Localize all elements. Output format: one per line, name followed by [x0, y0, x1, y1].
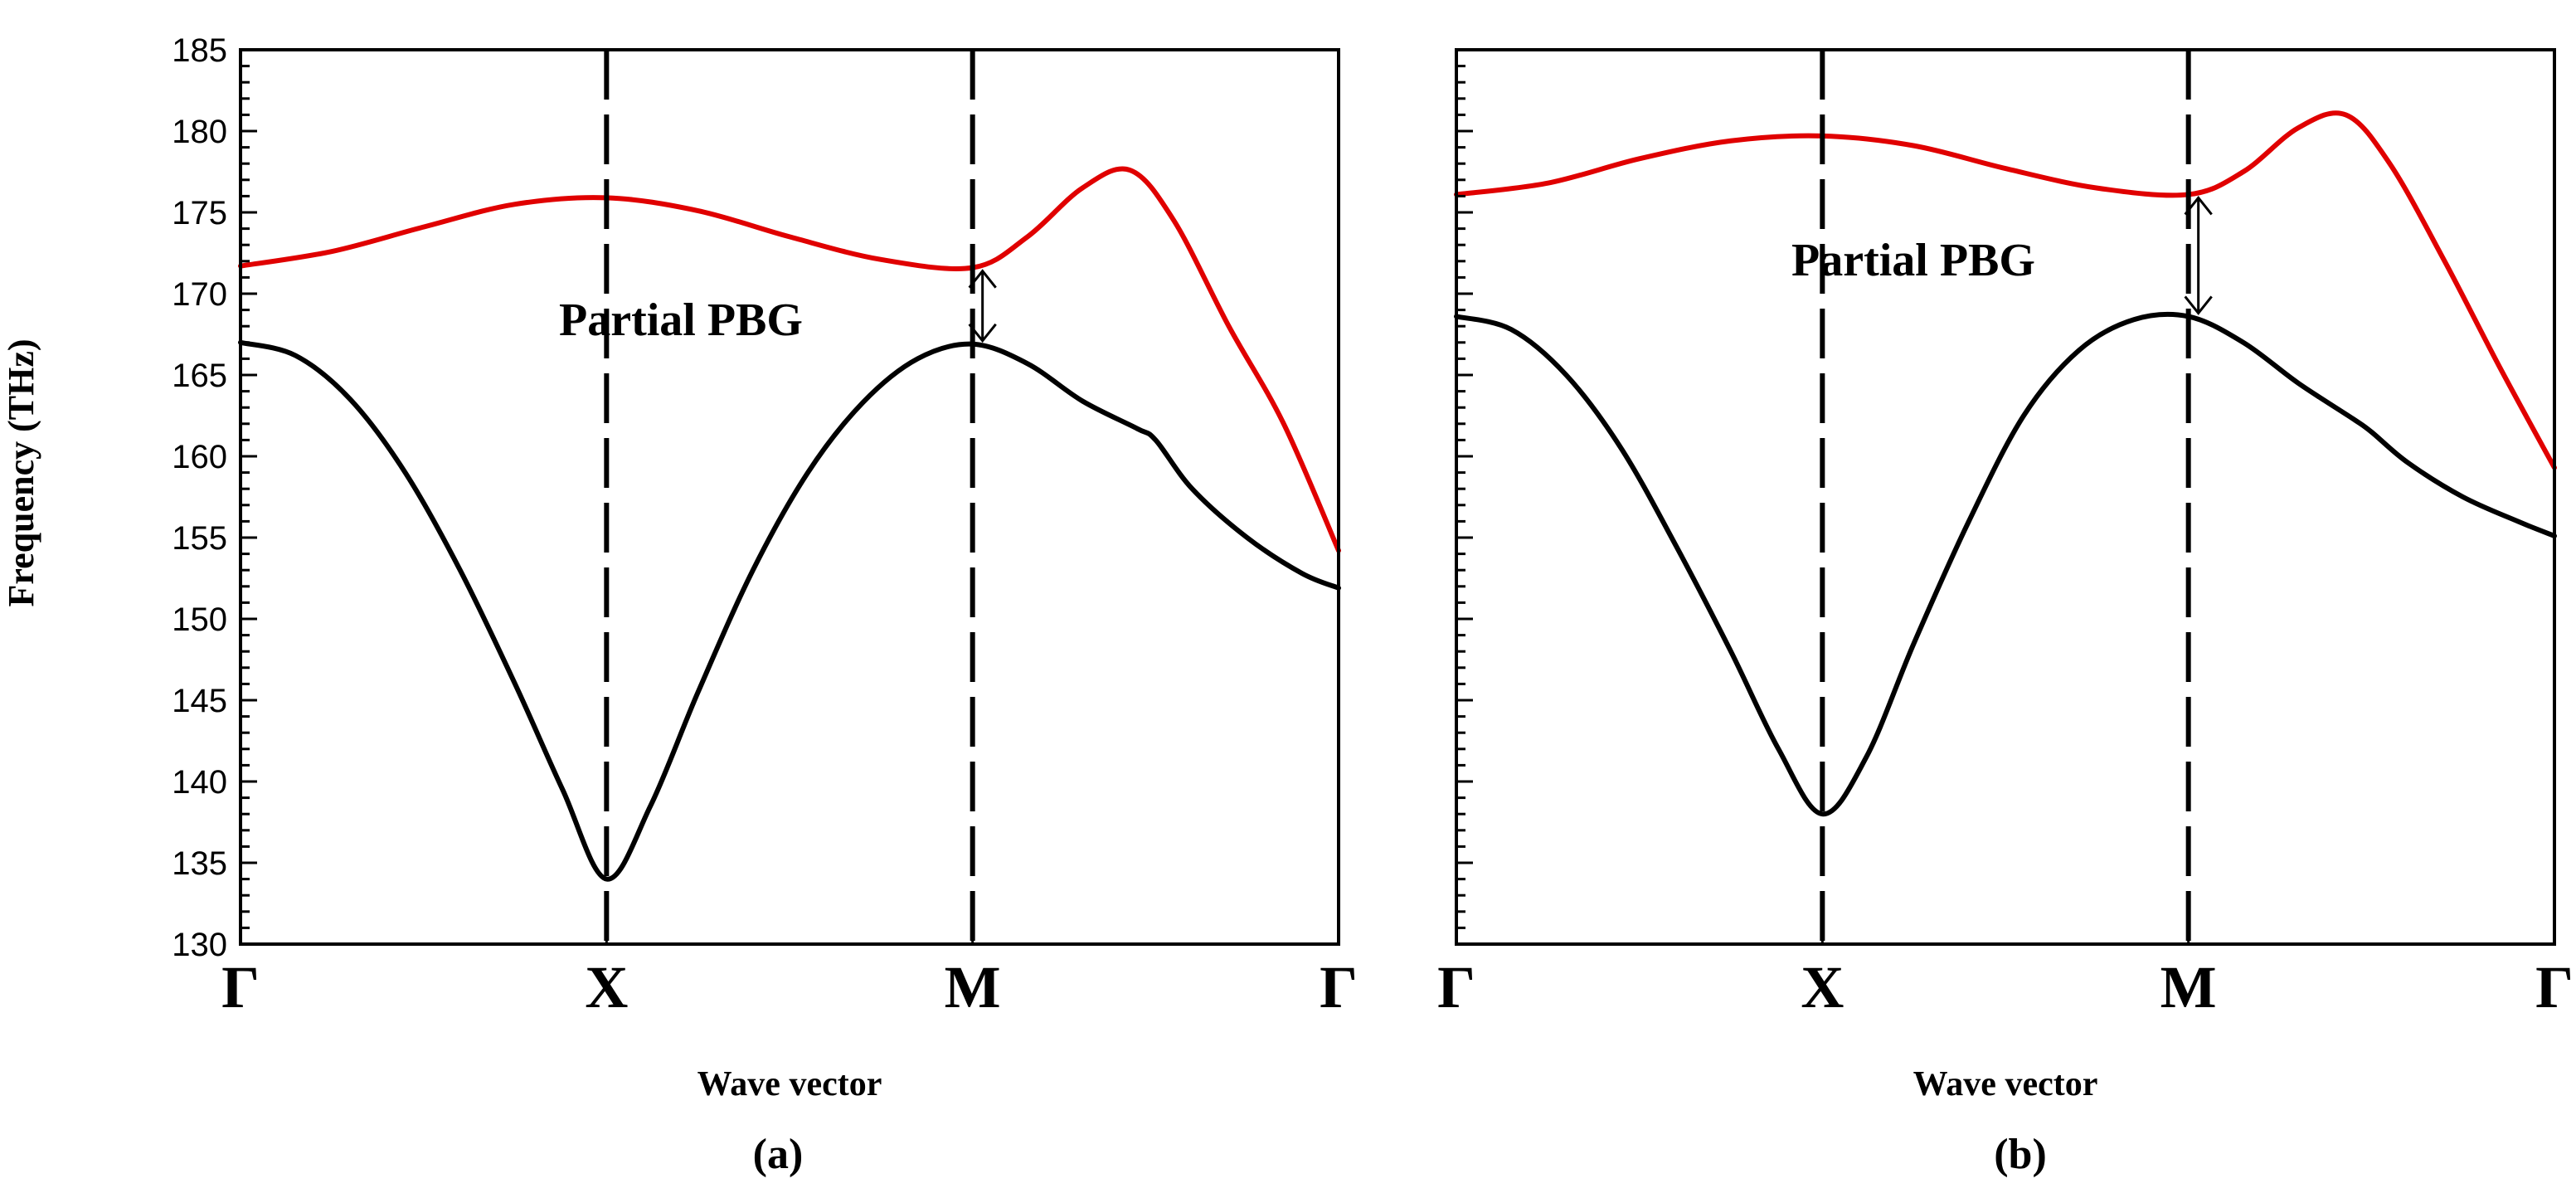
y-tick-label: 180	[172, 114, 227, 150]
y-tick-label: 165	[172, 358, 227, 394]
y-tick-label: 175	[172, 195, 227, 231]
plot-frame-b	[1455, 48, 2556, 946]
series-layer-a	[238, 166, 1341, 882]
dashed-lines-a	[604, 50, 975, 944]
lower-band-line	[238, 339, 1341, 882]
x-axis-label-b: Wave vector	[1913, 1065, 2098, 1103]
x-axis-label-a: Wave vector	[697, 1065, 882, 1103]
y-tick-label: 145	[172, 683, 227, 719]
gap-arrow-a	[968, 269, 997, 343]
gap-arrow-b	[2184, 196, 2213, 315]
dashed-lines-b	[1820, 50, 2191, 944]
gap-arrow-head-bottom	[2184, 295, 2213, 315]
upper-band-line	[238, 166, 1341, 553]
y-tick-label: 185	[172, 32, 227, 69]
y-axis-label: Frequency (THz)	[1, 338, 41, 606]
x-tick-label: Γ	[221, 954, 260, 1020]
y-tick-label: 140	[172, 764, 227, 801]
x-tick-label: M	[2160, 954, 2217, 1020]
panel-a: 130 135 140 145 150 155 160 165 170 175 180 185 Γ X M…	[172, 32, 1358, 1178]
partial-pbg-label-a: Partial PBG	[559, 295, 803, 346]
panel-caption-b: (b)	[1994, 1131, 2047, 1178]
y-tick-label: 135	[172, 845, 227, 882]
gap-arrow-head-top	[2184, 196, 2213, 216]
x-tick-label: X	[1801, 954, 1844, 1020]
plot-frame-a	[239, 48, 1340, 946]
y-tick-label: 130	[172, 927, 227, 963]
lower-band-line	[1454, 311, 2557, 817]
x-tick-label: M	[945, 954, 1001, 1020]
y-tick-label: 155	[172, 520, 227, 557]
panel-b: Γ X M Γ Wave vector (b) Partial PBG	[1437, 48, 2574, 1178]
y-ticks-a: 130 135 140 145 150 155 160 165 170 175 180 185	[172, 32, 257, 963]
x-tick-label: Γ	[2535, 954, 2574, 1020]
x-tick-label: Γ	[1320, 954, 1358, 1020]
y-tick-label: 170	[172, 276, 227, 313]
partial-pbg-label-b: Partial PBG	[1791, 235, 2035, 286]
y-ticks-b	[1456, 48, 1473, 946]
upper-band-line	[1454, 110, 2557, 470]
gap-arrow-head-top	[968, 269, 997, 289]
y-tick-label: 160	[172, 439, 227, 475]
panel-caption-a: (a)	[753, 1131, 804, 1178]
x-tick-label: X	[585, 954, 628, 1020]
y-tick-label: 150	[172, 601, 227, 638]
x-tick-label: Γ	[1437, 954, 1475, 1020]
gap-arrow-head-bottom	[968, 323, 997, 343]
series-layer-b	[1454, 110, 2557, 817]
